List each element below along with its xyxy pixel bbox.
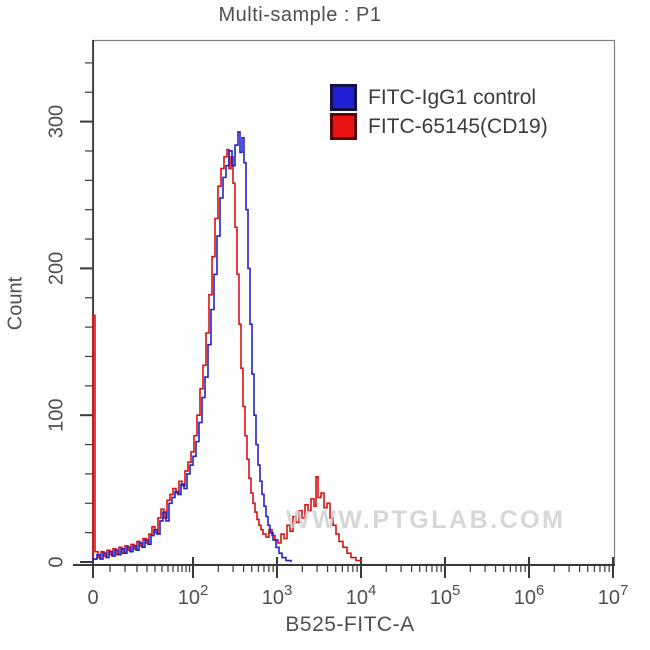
svg-text:300: 300 xyxy=(45,105,67,138)
svg-text:102: 102 xyxy=(178,582,209,609)
legend-swatch-blue-icon xyxy=(330,84,357,111)
legend-label-cd19: FITC-65145(CD19) xyxy=(368,115,548,138)
svg-text:107: 107 xyxy=(598,582,629,609)
x-axis-label: B525-FITC-A xyxy=(285,613,415,636)
legend-item-control: FITC-IgG1 control xyxy=(330,84,548,111)
svg-text:103: 103 xyxy=(262,582,293,609)
svg-text:100: 100 xyxy=(45,399,67,432)
chart-title: Multi-sample : P1 xyxy=(218,4,382,26)
svg-text:106: 106 xyxy=(514,582,545,609)
legend-label-control: FITC-IgG1 control xyxy=(368,86,537,109)
svg-text:104: 104 xyxy=(346,582,377,609)
legend-swatch-red-icon xyxy=(330,113,357,140)
svg-text:0: 0 xyxy=(45,556,67,567)
svg-text:105: 105 xyxy=(430,582,461,609)
svg-text:200: 200 xyxy=(45,252,67,285)
svg-text:0: 0 xyxy=(87,587,98,609)
legend-item-cd19: FITC-65145(CD19) xyxy=(330,113,548,140)
legend: FITC-IgG1 control FITC-65145(CD19) xyxy=(330,84,548,140)
